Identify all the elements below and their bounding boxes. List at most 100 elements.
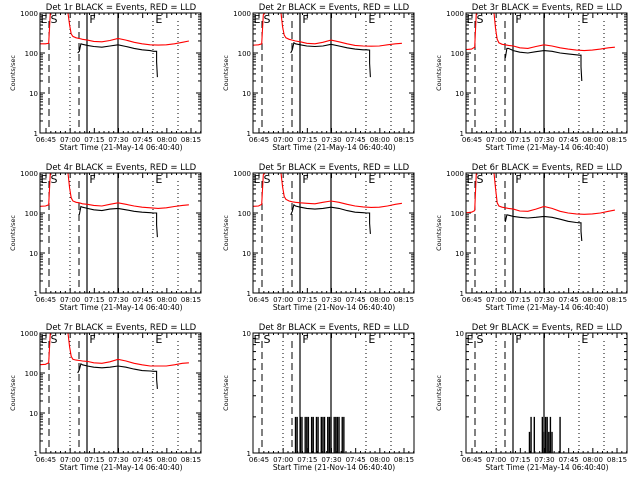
y-tick-label: 1000: [20, 170, 38, 178]
chart-svg: Det 2r BLACK = Events, RED = LLD 1 10 100 10…: [222, 3, 415, 152]
x-tick-label: 07:15: [297, 456, 317, 464]
x-tick-label: 07:00: [60, 456, 80, 464]
x-tick-label: 08:15: [607, 296, 627, 304]
lld-series-line: [466, 173, 615, 215]
detector-panel-4: Det 4r BLACK = Events, RED = LLD 1 10 100 10…: [0, 160, 213, 320]
x-tick-label: 06:45: [462, 296, 482, 304]
events-series-line: [78, 205, 158, 238]
marker-label: F: [302, 333, 308, 346]
marker-label: S: [263, 173, 270, 186]
y-tick-label: 10: [29, 250, 38, 258]
events-series-line: [290, 203, 371, 234]
lld-series-line: [466, 13, 615, 52]
x-tick-label: 07:45: [346, 456, 366, 464]
plot-area: [40, 13, 190, 133]
x-tick-label: 08:15: [607, 456, 627, 464]
marker-label: F: [302, 13, 308, 26]
plot-frame: [465, 332, 628, 454]
x-tick-label: 07:15: [297, 296, 317, 304]
plot-area: [466, 13, 615, 133]
y-axis-label: Counts/sec: [222, 55, 230, 91]
x-tick-label: 07:00: [60, 296, 80, 304]
x-tick-label: 07:45: [133, 296, 153, 304]
events-series-line: [504, 214, 583, 242]
marker-label: E: [368, 13, 375, 26]
x-axis-label: Start Time (21-May-14 06:40:40): [272, 143, 395, 152]
marker-label: E: [581, 173, 588, 186]
x-tick-label: 08:15: [394, 296, 414, 304]
lld-series-line: [253, 173, 402, 208]
y-tick-label: 100: [25, 210, 38, 218]
x-tick-label: 06:45: [462, 456, 482, 464]
x-tick-label: 07:15: [510, 136, 530, 144]
events-series-line: [290, 41, 371, 78]
y-tick-label: 10: [455, 250, 464, 258]
marker-label: S: [263, 13, 270, 26]
detector-panel-8: Det 8r BLACK = Events, RED = LLD 1 10 06:45…: [213, 320, 426, 480]
x-tick-label: 08:00: [583, 456, 603, 464]
plot-area: [261, 333, 392, 453]
y-tick-label: 1000: [446, 10, 464, 18]
y-axis-label: Counts/sec: [222, 375, 230, 411]
y-axis-label: Counts/sec: [222, 215, 230, 251]
x-tick-label: 07:30: [108, 136, 128, 144]
x-tick-label: 06:45: [249, 136, 269, 144]
marker-label: F: [89, 13, 95, 26]
marker-label: F: [515, 333, 521, 346]
marker-label: E: [155, 13, 162, 26]
marker-label: F: [515, 173, 521, 186]
x-tick-label: 07:30: [321, 136, 341, 144]
y-tick-label: 10: [455, 330, 464, 338]
marker-label: E: [466, 13, 473, 26]
chart-svg: Det 8r BLACK = Events, RED = LLD 1 10 06:45…: [222, 323, 415, 472]
plot-frame: [252, 172, 415, 294]
x-axis-label: Start Time (21-May-14 06:40:40): [59, 143, 182, 152]
x-tick-label: 08:00: [157, 456, 177, 464]
detector-panel-6: Det 6r BLACK = Events, RED = LLD 1 10 100 10…: [426, 160, 639, 320]
marker-label: E: [253, 173, 260, 186]
lld-series-line: [40, 173, 189, 209]
y-axis-label: Counts/sec: [435, 375, 443, 411]
x-axis-label: Start Time (21-May-14 06:40:40): [485, 463, 608, 472]
plot-frame: [39, 332, 202, 454]
y-axis-label: Counts/sec: [9, 55, 17, 91]
chart-title: Det 1r BLACK = Events, RED = LLD: [46, 3, 197, 13]
x-axis-label: Start Time (21-May-14 06:40:40): [59, 463, 182, 472]
chart-svg: Det 5r BLACK = Events, RED = LLD 1 10 100 10…: [222, 163, 415, 312]
x-tick-label: 08:15: [181, 136, 201, 144]
y-axis-label: Counts/sec: [435, 215, 443, 251]
x-tick-label: 08:00: [583, 136, 603, 144]
marker-label: E: [253, 333, 260, 346]
y-tick-label: 1000: [20, 10, 38, 18]
plot-frame: [39, 172, 202, 294]
plot-area: [474, 333, 605, 453]
x-tick-label: 08:15: [394, 136, 414, 144]
chart-title: Det 8r BLACK = Events, RED = LLD: [259, 323, 410, 333]
marker-label: E: [155, 333, 162, 346]
x-tick-label: 06:45: [249, 456, 269, 464]
x-tick-label: 07:30: [108, 456, 128, 464]
y-tick-label: 10: [242, 90, 251, 98]
x-tick-label: 08:15: [181, 296, 201, 304]
lld-series-line: [40, 333, 189, 367]
plot-frame: [252, 12, 415, 134]
plot-frame: [39, 12, 202, 134]
x-tick-label: 07:00: [273, 456, 293, 464]
y-tick-label: 1: [460, 450, 464, 458]
x-tick-label: 06:45: [36, 136, 56, 144]
x-tick-label: 07:45: [346, 136, 366, 144]
y-tick-label: 10: [29, 410, 38, 418]
marker-label: E: [466, 173, 473, 186]
detector-panel-2: Det 2r BLACK = Events, RED = LLD 1 10 100 10…: [213, 0, 426, 160]
x-tick-label: 07:30: [534, 456, 554, 464]
marker-label: E: [155, 173, 162, 186]
plot-frame: [252, 332, 415, 454]
marker-label: E: [253, 13, 260, 26]
marker-label: S: [476, 173, 483, 186]
lld-series-line: [40, 13, 190, 46]
plot-area: [40, 333, 189, 453]
x-tick-label: 06:45: [36, 456, 56, 464]
x-tick-label: 07:45: [559, 456, 579, 464]
x-tick-label: 08:00: [157, 136, 177, 144]
marker-label: E: [581, 333, 588, 346]
